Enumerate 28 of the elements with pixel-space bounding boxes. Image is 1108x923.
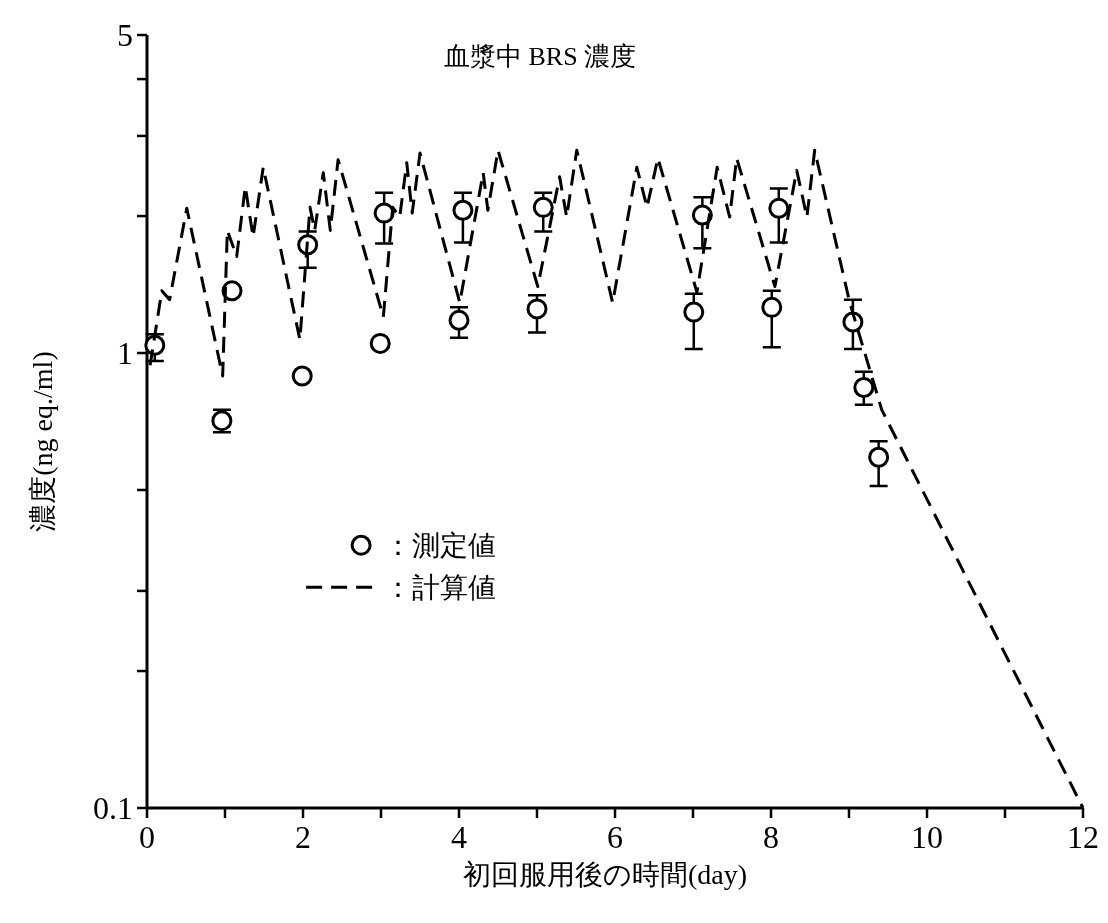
point [452,199,474,221]
point [526,298,548,320]
chart-title: 血漿中 BRS 濃度 [444,42,637,71]
point [868,446,890,468]
y-tick-label: 5 [117,17,133,53]
point [373,202,395,224]
x-tick-label: 0 [139,819,155,855]
y-tick-label: 0.1 [93,790,133,826]
point [683,301,705,323]
point [768,197,790,219]
x-tick-label: 10 [911,819,943,855]
point [448,309,470,331]
point [532,196,554,218]
point [291,365,313,387]
point [369,332,391,354]
point [853,376,875,398]
legend-label: ：測定値 [384,530,497,562]
x-tick-label: 6 [607,819,623,855]
y-tick-label: 1 [117,335,133,372]
x-tick-label: 2 [295,819,311,855]
point [691,204,713,226]
legend-label: ：計算値 [384,572,497,604]
y-axis-title: 濃度(ng eq./ml) [27,351,58,532]
point [761,296,783,318]
x-axis-title: 初回服用後の時間(day) [462,859,748,890]
x-tick-label: 4 [451,819,467,855]
x-tick-label: 8 [763,819,779,855]
x-tick-label: 12 [1067,819,1099,855]
